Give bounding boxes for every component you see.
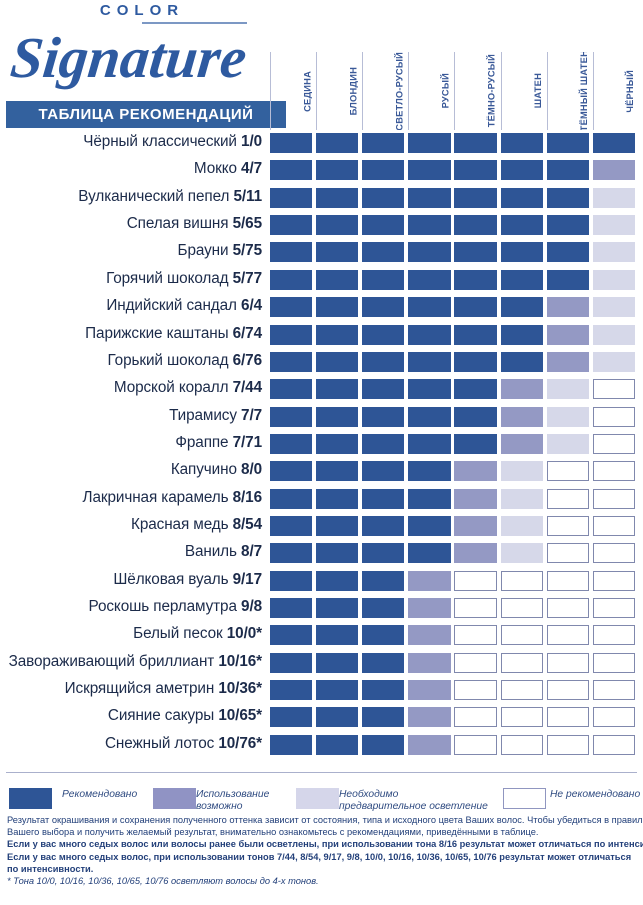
svg-text:Signature: Signature (8, 25, 250, 90)
svg-text:COLOR: COLOR (100, 2, 184, 19)
